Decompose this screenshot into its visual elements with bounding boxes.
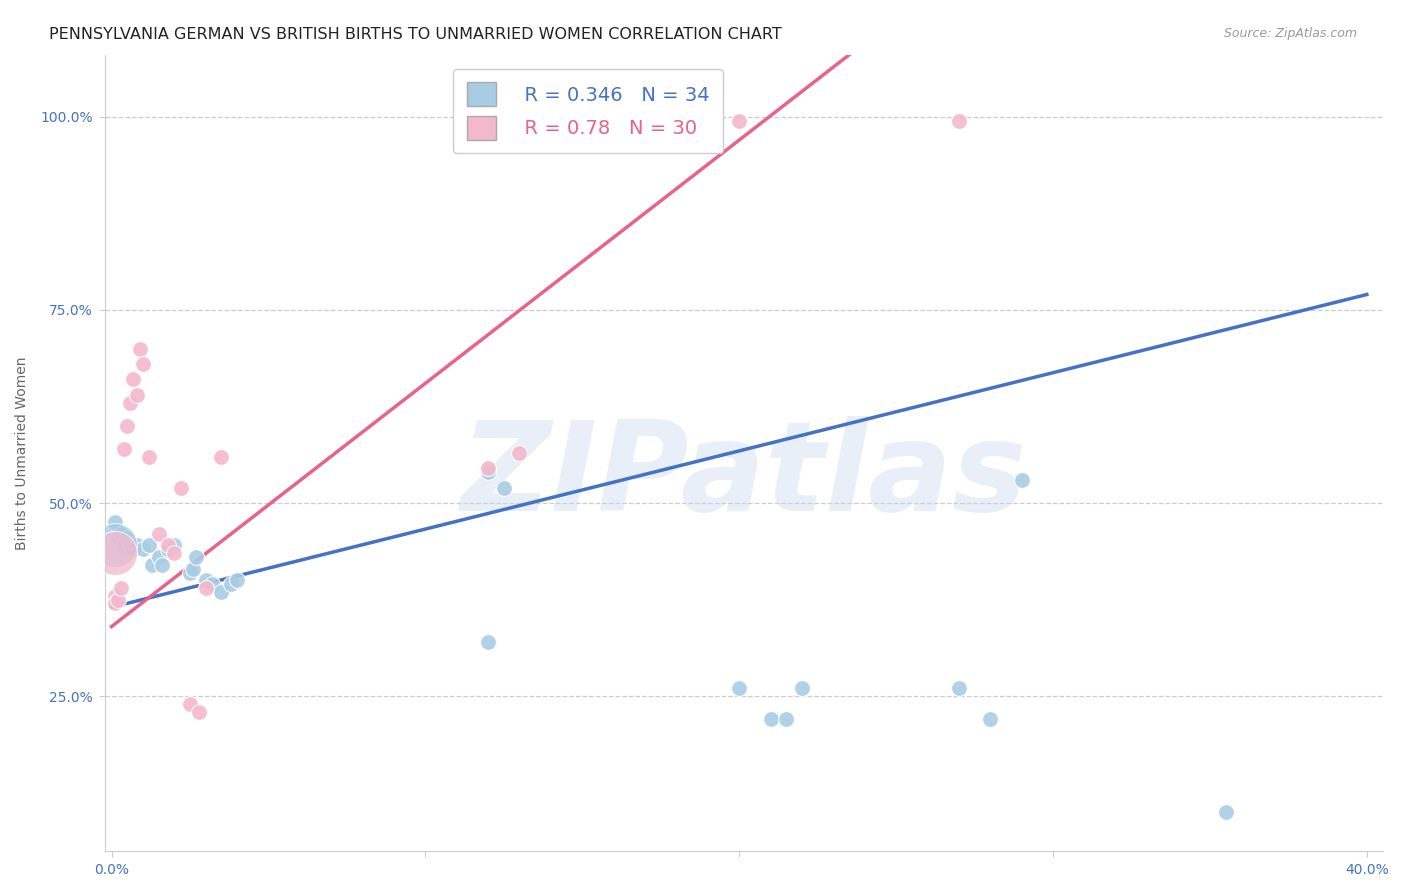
Point	[209, 584, 232, 599]
Point	[775, 712, 797, 726]
Point	[163, 546, 186, 560]
Point	[194, 573, 217, 587]
Point	[555, 113, 578, 128]
Point	[156, 539, 179, 553]
Legend:   R = 0.346   N = 34,   R = 0.78   N = 30: R = 0.346 N = 34, R = 0.78 N = 30	[454, 69, 723, 153]
Point	[104, 589, 127, 603]
Point	[179, 566, 201, 580]
Point	[188, 705, 211, 719]
Point	[163, 539, 186, 553]
Point	[122, 372, 145, 386]
Point	[728, 681, 751, 696]
Point	[194, 581, 217, 595]
Point	[110, 581, 132, 595]
Point	[508, 446, 530, 460]
Point	[148, 527, 170, 541]
Point	[125, 388, 148, 402]
Point	[107, 592, 129, 607]
Y-axis label: Births to Unmarried Women: Births to Unmarried Women	[15, 356, 30, 549]
Text: PENNSYLVANIA GERMAN VS BRITISH BIRTHS TO UNMARRIED WOMEN CORRELATION CHART: PENNSYLVANIA GERMAN VS BRITISH BIRTHS TO…	[49, 27, 782, 42]
Point	[759, 712, 782, 726]
Point	[138, 539, 160, 553]
Point	[150, 558, 173, 572]
Point	[128, 342, 150, 356]
Point	[104, 596, 127, 610]
Text: ZIPatlas: ZIPatlas	[461, 417, 1028, 537]
Point	[477, 461, 499, 475]
Point	[125, 539, 148, 553]
Point	[115, 531, 138, 545]
Point	[219, 577, 242, 591]
Point	[201, 577, 224, 591]
Point	[1011, 473, 1033, 487]
Point	[181, 561, 204, 575]
Point	[112, 442, 135, 456]
Point	[508, 113, 530, 128]
Point	[104, 516, 127, 530]
Point	[104, 546, 127, 560]
Point	[179, 697, 201, 711]
Point	[110, 527, 132, 541]
Point	[156, 542, 179, 557]
Point	[226, 573, 249, 587]
Point	[790, 681, 813, 696]
Point	[120, 539, 142, 553]
Point	[209, 450, 232, 464]
Point	[728, 113, 751, 128]
Point	[586, 113, 609, 128]
Point	[104, 539, 127, 553]
Point	[115, 418, 138, 433]
Point	[477, 635, 499, 649]
Point	[477, 465, 499, 479]
Point	[120, 395, 142, 409]
Point	[540, 113, 562, 128]
Point	[186, 550, 208, 565]
Point	[571, 113, 593, 128]
Point	[132, 542, 155, 557]
Point	[122, 542, 145, 557]
Point	[492, 481, 515, 495]
Point	[141, 558, 163, 572]
Point	[148, 550, 170, 565]
Point	[948, 113, 970, 128]
Point	[1215, 805, 1237, 819]
Point	[524, 113, 547, 128]
Point	[138, 450, 160, 464]
Point	[979, 712, 1001, 726]
Point	[107, 531, 129, 545]
Point	[112, 539, 135, 553]
Point	[132, 357, 155, 371]
Point	[948, 681, 970, 696]
Point	[169, 481, 191, 495]
Text: Source: ZipAtlas.com: Source: ZipAtlas.com	[1223, 27, 1357, 40]
